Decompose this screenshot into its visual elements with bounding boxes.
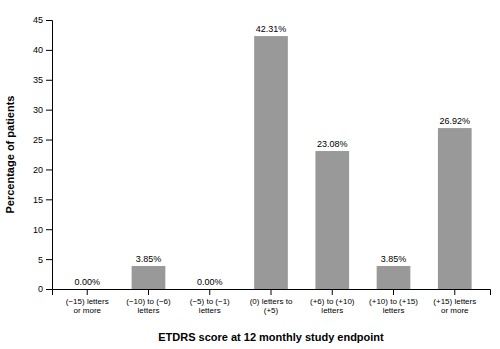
x-axis-title: ETDRS score at 12 monthly study endpoint: [158, 331, 384, 343]
bar: [377, 266, 411, 289]
y-tick-label: 40: [33, 45, 43, 55]
data-label: 3.85%: [136, 254, 162, 264]
data-label: 23.08%: [317, 139, 348, 149]
data-label: 26.92%: [440, 116, 471, 126]
x-tick-label: (+6) to (+10)letters: [310, 297, 355, 316]
y-tick-mark: [46, 289, 52, 290]
y-tick-mark: [46, 110, 52, 111]
y-tick-mark: [46, 259, 52, 260]
y-tick-label: 25: [33, 135, 43, 145]
x-tick-label: (−5) to (−1)letters: [190, 297, 230, 316]
y-tick: 35: [33, 75, 52, 85]
y-axis-line: [46, 21, 53, 290]
y-tick: 45: [33, 15, 52, 25]
y-tick: 15: [33, 195, 52, 205]
y-axis-title: Percentage of patients: [4, 96, 16, 214]
y-tick: 30: [33, 105, 52, 115]
x-tick-mark: [332, 289, 333, 295]
y-tick-label: 30: [33, 105, 43, 115]
x-tick-label-line: or more: [441, 306, 469, 315]
chart-container: (−15) lettersor more(−10) to (−6)letters…: [0, 0, 500, 349]
y-tick-mark: [46, 80, 52, 81]
x-tick-label-line: (0) letters to: [250, 297, 293, 306]
y-tick-mark: [46, 20, 52, 21]
x-tick-label: (−10) to (−6)letters: [126, 297, 171, 316]
x-tick-label: (+10) to (+15)letters: [369, 297, 418, 316]
y-tick-label: 5: [38, 254, 43, 264]
x-tick: (−10) to (−6)letters: [126, 289, 171, 315]
data-label: 42.31%: [256, 24, 287, 34]
y-tick: 25: [33, 135, 52, 145]
x-tick-label-line: (+10) to (+15): [369, 297, 418, 306]
x-tick: (−5) to (−1)letters: [190, 289, 230, 315]
bar: [70, 289, 104, 290]
x-tick-label: (0) letters to(+5): [250, 297, 293, 316]
y-tick-mark: [46, 229, 52, 230]
plot-area: [132, 36, 472, 289]
y-axis: 0 5 10 15 20 25 30 35 40 45: [33, 15, 53, 294]
x-tick-label-line: letters: [138, 306, 160, 315]
y-tick-mark: [46, 169, 52, 170]
x-tick-label-line: (−5) to (−1): [190, 297, 230, 306]
bar: [254, 36, 288, 289]
x-tick-label-line: letters: [383, 306, 405, 315]
x-tick-label-line: or more: [73, 306, 101, 315]
x-tick-mark: [209, 289, 210, 295]
x-tick: (+6) to (+10)letters: [310, 289, 355, 315]
x-axis: (−15) lettersor more(−10) to (−6)letters…: [53, 289, 491, 315]
y-tick: 10: [33, 225, 52, 235]
chart-svg: (−15) lettersor more(−10) to (−6)letters…: [0, 0, 500, 349]
bar: [193, 289, 227, 290]
x-tick-label-line: (+5): [264, 306, 279, 315]
x-tick-label-line: (+15) letters: [433, 297, 476, 306]
y-tick-label: 10: [33, 225, 43, 235]
x-tick-mark: [87, 289, 88, 295]
y-tick: 5: [38, 254, 52, 264]
data-label: 0.00%: [74, 277, 100, 287]
y-tick: 0: [38, 284, 52, 294]
y-tick-mark: [46, 50, 52, 51]
x-tick-label: (+15) lettersor more: [433, 297, 476, 316]
bar: [315, 151, 349, 289]
y-tick: 20: [33, 165, 52, 175]
y-tick-label: 15: [33, 195, 43, 205]
bar: [438, 128, 472, 289]
x-tick-mark: [271, 289, 272, 295]
x-tick-label-line: (+6) to (+10): [310, 297, 355, 306]
y-tick-label: 35: [33, 75, 43, 85]
x-tick-label-line: letters: [321, 306, 343, 315]
x-axis-line: [53, 290, 491, 296]
y-tick-label: 20: [33, 165, 43, 175]
x-tick-mark: [393, 289, 394, 295]
data-labels: 0.00% 3.85% 0.00% 42.31% 23.08% 3.85% 26.92%: [74, 24, 470, 287]
x-tick-label: (−15) lettersor more: [66, 297, 109, 316]
y-tick: 40: [33, 45, 52, 55]
data-label: 0.00%: [197, 277, 223, 287]
x-tick-mark: [454, 289, 455, 295]
y-tick-label: 0: [38, 284, 43, 294]
data-label: 3.85%: [381, 254, 407, 264]
x-tick: (−15) lettersor more: [66, 289, 109, 315]
y-tick-label: 45: [33, 15, 43, 25]
bar: [132, 266, 166, 289]
x-tick: (+15) lettersor more: [433, 289, 476, 315]
y-tick-mark: [46, 140, 52, 141]
x-tick-label-line: (−10) to (−6): [126, 297, 171, 306]
x-tick: (0) letters to(+5): [250, 289, 293, 315]
y-tick-mark: [46, 199, 52, 200]
x-tick-label-line: (−15) letters: [66, 297, 109, 306]
x-tick: (+10) to (+15)letters: [369, 289, 418, 315]
x-tick-label-line: letters: [199, 306, 221, 315]
x-tick-mark: [148, 289, 149, 295]
